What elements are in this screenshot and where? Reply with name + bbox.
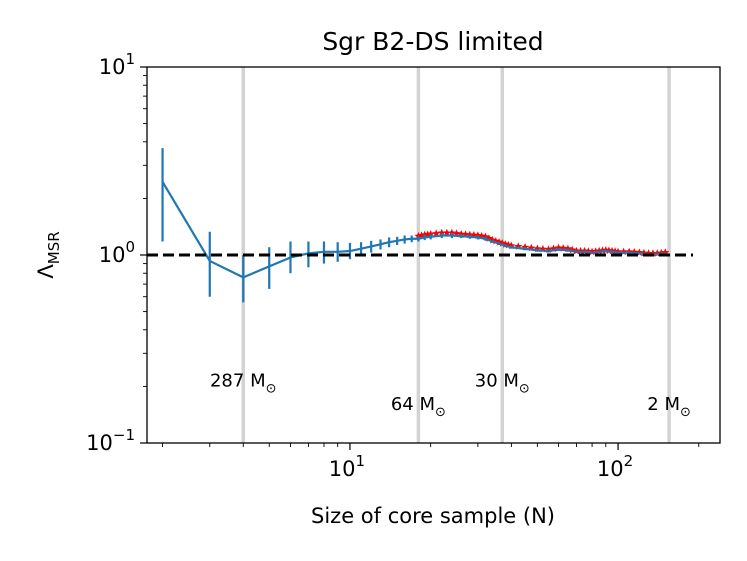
- y-axis-label-base: Λ: [34, 264, 58, 279]
- mass-annotation-1: 64 M⊙: [391, 394, 446, 420]
- y-axis-label-sub: MSR: [45, 231, 63, 264]
- x-tick-base: 10: [329, 457, 356, 481]
- mass-annotation-3: 2 M⊙: [647, 394, 691, 420]
- y-tick-exp: 1: [125, 50, 135, 68]
- y-tick-label-0: 10−1: [86, 426, 135, 455]
- x-axis-label: Size of core sample (N): [311, 504, 555, 528]
- x-tick-label-0: 101: [329, 452, 365, 481]
- y-tick-exp: −1: [113, 426, 135, 444]
- series-line: [161, 181, 666, 279]
- mass-annotation-2: 30 M⊙: [475, 370, 530, 396]
- mass-annotation-value: 2 M: [647, 394, 680, 415]
- mass-annotations: 287 M⊙64 M⊙30 M⊙2 M⊙: [210, 370, 691, 419]
- x-axis-ticks: 101 102: [162, 443, 700, 481]
- sun-symbol-icon: ⊙: [519, 381, 530, 396]
- y-tick-label-1: 100: [99, 238, 135, 267]
- x-tick-exp: 1: [356, 452, 366, 470]
- x-tick-exp: 2: [624, 452, 634, 470]
- mass-annotation-value: 64 M: [391, 394, 435, 415]
- y-tick-exp: 0: [125, 238, 135, 256]
- y-tick-base: 10: [86, 431, 113, 455]
- y-tick-label-2: 101: [99, 50, 135, 79]
- y-tick-base: 10: [99, 55, 126, 79]
- x-tick-label-1: 102: [597, 452, 633, 481]
- mass-annotation-value: 30 M: [475, 370, 519, 391]
- y-tick-base: 10: [99, 243, 126, 267]
- series-group: [161, 148, 667, 303]
- sun-symbol-icon: ⊙: [435, 405, 446, 420]
- mass-annotation-value: 287 M: [210, 370, 266, 391]
- chart-title: Sgr B2-DS limited: [322, 27, 543, 56]
- y-axis-label: ΛMSR: [34, 231, 63, 278]
- x-tick-base: 10: [597, 457, 624, 481]
- mass-annotation-0: 287 M⊙: [210, 370, 277, 396]
- sun-symbol-icon: ⊙: [266, 381, 277, 396]
- sun-symbol-icon: ⊙: [680, 405, 691, 420]
